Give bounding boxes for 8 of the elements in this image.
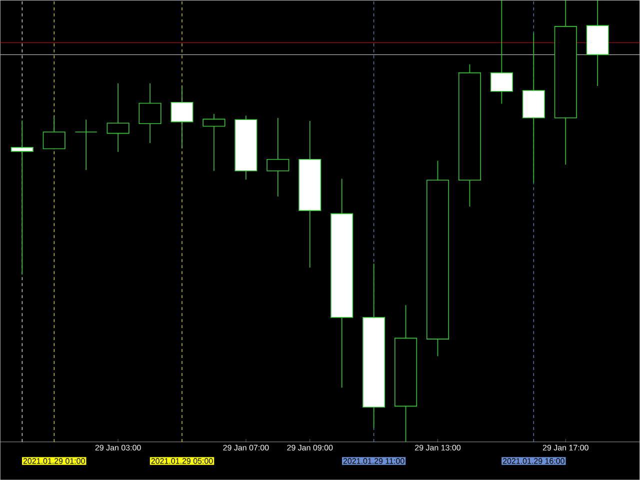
candlestick xyxy=(266,117,290,197)
candlestick xyxy=(138,83,162,144)
candlestick xyxy=(170,87,194,149)
candlestick xyxy=(42,116,66,150)
candlestick xyxy=(490,0,513,104)
candlestick xyxy=(74,119,98,170)
candlestick xyxy=(202,114,226,172)
candlestick xyxy=(106,83,130,152)
